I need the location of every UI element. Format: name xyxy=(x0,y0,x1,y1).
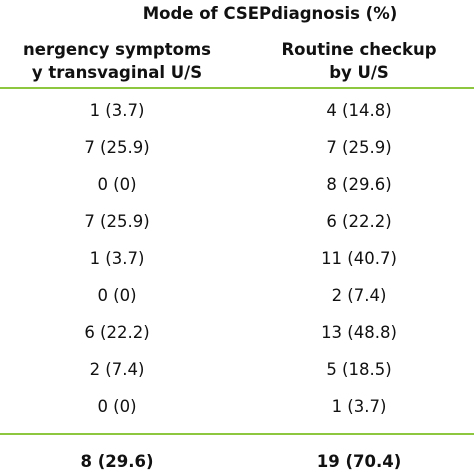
table-cell: 11 (40.7) xyxy=(321,249,397,268)
table-row: 1 (3.7) 4 (14.8) xyxy=(0,98,474,135)
table-cell: 2 (7.4) xyxy=(89,360,145,379)
table-cell: 4 (14.8) xyxy=(326,101,392,120)
table-row: 0 (0) 2 (7.4) xyxy=(0,283,474,320)
table-cell: 0 (0) xyxy=(97,397,137,416)
column-header-line: y transvaginal U/S xyxy=(31,63,203,82)
total-cell: 8 (29.6) xyxy=(80,452,154,471)
table-cell: 13 (48.8) xyxy=(321,323,397,342)
header-rule xyxy=(0,87,474,89)
table-cell: 6 (22.2) xyxy=(84,323,150,342)
column-header-line: nergency symptoms xyxy=(23,40,211,59)
table-row: 6 (22.2) 13 (48.8) xyxy=(0,320,474,357)
table-body: 1 (3.7) 4 (14.8) 7 (25.9) 7 (25.9) 0 (0)… xyxy=(0,98,474,431)
table-row: 7 (25.9) 6 (22.2) xyxy=(0,209,474,246)
table-cell: 8 (29.6) xyxy=(326,175,392,194)
table-cell: 7 (25.9) xyxy=(326,138,392,157)
table-cell: 5 (18.5) xyxy=(326,360,392,379)
table-cell: 6 (22.2) xyxy=(326,212,392,231)
table-cell: 1 (3.7) xyxy=(89,101,145,120)
table-cell: 1 (3.7) xyxy=(89,249,145,268)
table-cell: 0 (0) xyxy=(97,175,137,194)
column-header-routine: Routine checkup by U/S xyxy=(199,38,474,84)
column-header-emergency: nergency symptoms y transvaginal U/S xyxy=(0,38,277,84)
total-cell: 19 (70.4) xyxy=(316,452,402,471)
total-rule xyxy=(0,433,474,435)
total-row: 8 (29.6) 19 (70.4) xyxy=(0,449,474,474)
table-row: 2 (7.4) 5 (18.5) xyxy=(0,357,474,394)
table-row: 1 (3.7) 11 (40.7) xyxy=(0,246,474,283)
table-cell: 0 (0) xyxy=(97,286,137,305)
table-cell: 7 (25.9) xyxy=(84,138,150,157)
group-header: Mode of CSEPdiagnosis (%) xyxy=(142,4,398,23)
column-header-line: Routine checkup xyxy=(281,40,437,59)
column-header-line: by U/S xyxy=(329,63,389,82)
table-cell: 1 (3.7) xyxy=(331,397,387,416)
table-cell: 2 (7.4) xyxy=(331,286,387,305)
table-row: 0 (0) 1 (3.7) xyxy=(0,394,474,431)
table-cell: 7 (25.9) xyxy=(84,212,150,231)
table-row: 7 (25.9) 7 (25.9) xyxy=(0,135,474,172)
table-row: 0 (0) 8 (29.6) xyxy=(0,172,474,209)
